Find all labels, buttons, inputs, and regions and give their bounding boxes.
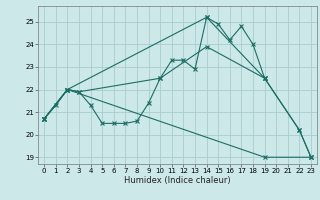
X-axis label: Humidex (Indice chaleur): Humidex (Indice chaleur) (124, 176, 231, 185)
